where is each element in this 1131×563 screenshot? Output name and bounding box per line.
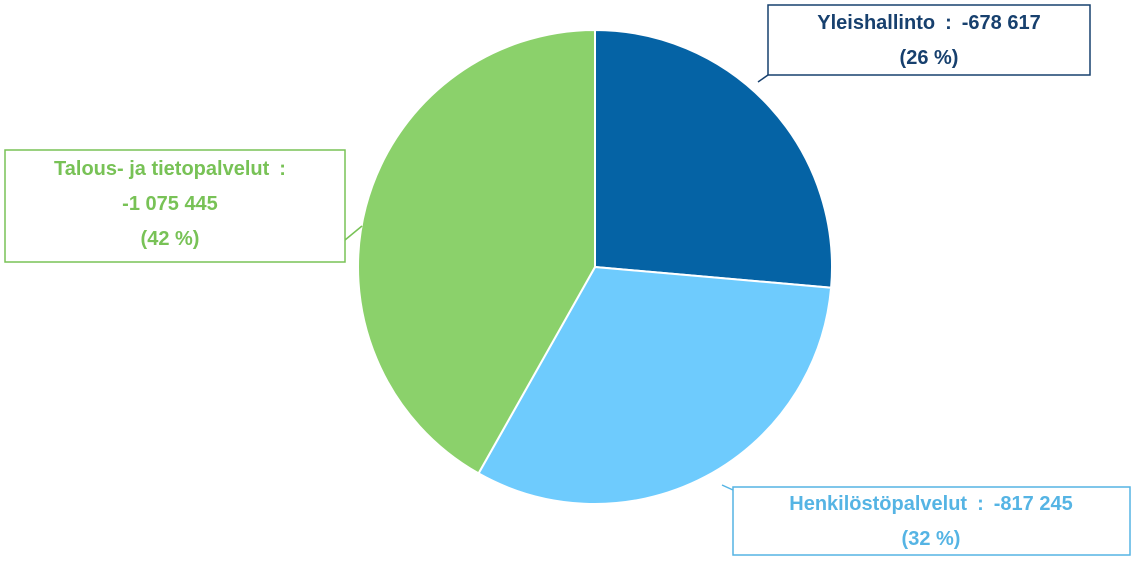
label-box <box>732 486 1131 556</box>
label-part: : <box>279 158 286 180</box>
label-part: Talous- ja tietopalvelut <box>54 158 270 180</box>
label-part: (42 %) <box>141 228 200 250</box>
data-label: Talous- ja tietopalvelut: <box>54 158 286 180</box>
leader-line <box>757 74 769 83</box>
leader-line <box>344 225 363 241</box>
label-part: -678 617 <box>962 12 1041 34</box>
label-part: (32 %) <box>902 528 961 550</box>
label-part: : <box>977 493 984 515</box>
data-label: Henkilöstöpalvelut: -817 245 <box>789 493 1072 515</box>
label-box <box>4 149 346 263</box>
label-part: Henkilöstöpalvelut <box>789 493 967 515</box>
label-part: (26 %) <box>900 47 959 69</box>
data-label: -1 075 445 <box>122 193 218 215</box>
data-label: (42 %) <box>141 228 200 250</box>
pie-slice <box>477 265 833 505</box>
label-part: : <box>945 12 952 34</box>
label-part: Yleishallinto <box>817 12 935 34</box>
pie-slice <box>594 28 833 289</box>
leader-line <box>721 484 734 491</box>
pie-slice <box>357 28 596 475</box>
data-label: (26 %) <box>900 47 959 69</box>
data-label: (32 %) <box>902 528 961 550</box>
label-part: -817 245 <box>994 493 1073 515</box>
data-label: Yleishallinto: -678 617 <box>817 12 1040 34</box>
label-box <box>767 4 1091 76</box>
label-part: -1 075 445 <box>122 193 218 215</box>
